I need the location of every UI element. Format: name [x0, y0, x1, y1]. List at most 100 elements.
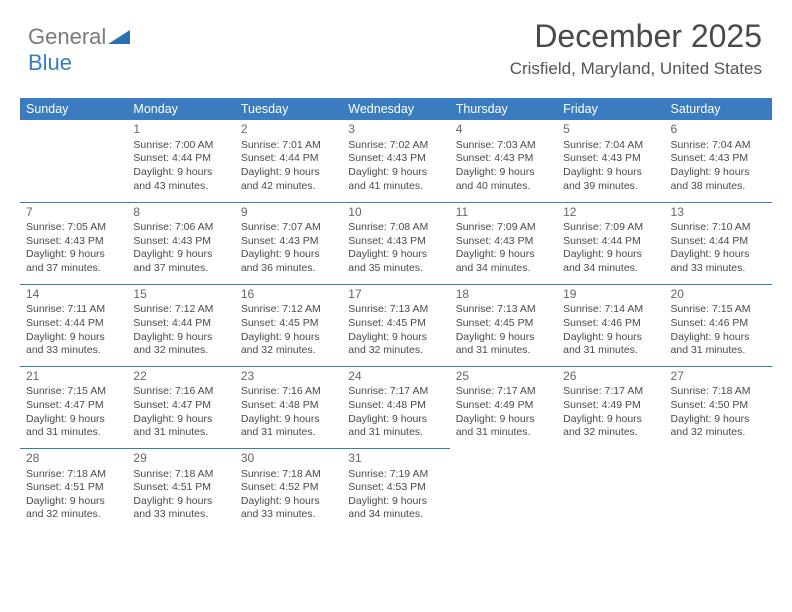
day-number: 3	[348, 122, 443, 138]
calendar-cell: 19Sunrise: 7:14 AMSunset: 4:46 PMDayligh…	[557, 284, 664, 366]
calendar-cell: 7Sunrise: 7:05 AMSunset: 4:43 PMDaylight…	[20, 202, 127, 284]
daylight: Daylight: 9 hours and 33 minutes.	[26, 331, 121, 358]
daylight: Daylight: 9 hours and 31 minutes.	[133, 413, 228, 440]
calendar-cell: 6Sunrise: 7:04 AMSunset: 4:43 PMDaylight…	[665, 120, 772, 202]
day-number: 24	[348, 369, 443, 385]
daylight: Daylight: 9 hours and 37 minutes.	[133, 248, 228, 275]
calendar-cell	[450, 448, 557, 530]
calendar-row: 7Sunrise: 7:05 AMSunset: 4:43 PMDaylight…	[20, 202, 772, 284]
daylight: Daylight: 9 hours and 31 minutes.	[348, 413, 443, 440]
daylight: Daylight: 9 hours and 32 minutes.	[348, 331, 443, 358]
day-info: Sunrise: 7:16 AMSunset: 4:48 PMDaylight:…	[241, 385, 336, 440]
sunset: Sunset: 4:51 PM	[26, 481, 121, 495]
calendar-cell: 30Sunrise: 7:18 AMSunset: 4:52 PMDayligh…	[235, 448, 342, 530]
calendar-cell: 28Sunrise: 7:18 AMSunset: 4:51 PMDayligh…	[20, 448, 127, 530]
daylight: Daylight: 9 hours and 33 minutes.	[671, 248, 766, 275]
day-number: 12	[563, 205, 658, 221]
sunset: Sunset: 4:48 PM	[348, 399, 443, 413]
sunrise: Sunrise: 7:06 AM	[133, 221, 228, 235]
day-number: 29	[133, 451, 228, 467]
title-block: December 2025 Crisfield, Maryland, Unite…	[510, 18, 762, 79]
sunrise: Sunrise: 7:13 AM	[456, 303, 551, 317]
day-number: 15	[133, 287, 228, 303]
calendar-cell: 17Sunrise: 7:13 AMSunset: 4:45 PMDayligh…	[342, 284, 449, 366]
day-header: Friday	[557, 98, 664, 120]
day-header: Monday	[127, 98, 234, 120]
day-info: Sunrise: 7:12 AMSunset: 4:45 PMDaylight:…	[241, 303, 336, 358]
sunrise: Sunrise: 7:12 AM	[133, 303, 228, 317]
day-number: 19	[563, 287, 658, 303]
day-number: 16	[241, 287, 336, 303]
sunset: Sunset: 4:44 PM	[563, 235, 658, 249]
sunset: Sunset: 4:43 PM	[133, 235, 228, 249]
daylight: Daylight: 9 hours and 31 minutes.	[456, 331, 551, 358]
sunset: Sunset: 4:50 PM	[671, 399, 766, 413]
calendar-cell: 2Sunrise: 7:01 AMSunset: 4:44 PMDaylight…	[235, 120, 342, 202]
day-number: 6	[671, 122, 766, 138]
day-info: Sunrise: 7:18 AMSunset: 4:51 PMDaylight:…	[26, 468, 121, 523]
daylight: Daylight: 9 hours and 43 minutes.	[133, 166, 228, 193]
daylight: Daylight: 9 hours and 36 minutes.	[241, 248, 336, 275]
daylight: Daylight: 9 hours and 32 minutes.	[133, 331, 228, 358]
sunset: Sunset: 4:46 PM	[563, 317, 658, 331]
day-info: Sunrise: 7:18 AMSunset: 4:51 PMDaylight:…	[133, 468, 228, 523]
daylight: Daylight: 9 hours and 31 minutes.	[563, 331, 658, 358]
daylight: Daylight: 9 hours and 39 minutes.	[563, 166, 658, 193]
calendar-body: 1Sunrise: 7:00 AMSunset: 4:44 PMDaylight…	[20, 120, 772, 530]
calendar-cell: 29Sunrise: 7:18 AMSunset: 4:51 PMDayligh…	[127, 448, 234, 530]
sunset: Sunset: 4:43 PM	[26, 235, 121, 249]
day-info: Sunrise: 7:05 AMSunset: 4:43 PMDaylight:…	[26, 221, 121, 276]
day-info: Sunrise: 7:09 AMSunset: 4:43 PMDaylight:…	[456, 221, 551, 276]
day-info: Sunrise: 7:15 AMSunset: 4:47 PMDaylight:…	[26, 385, 121, 440]
day-info: Sunrise: 7:01 AMSunset: 4:44 PMDaylight:…	[241, 139, 336, 194]
logo: GeneralBlue	[28, 24, 130, 76]
sunset: Sunset: 4:48 PM	[241, 399, 336, 413]
sunrise: Sunrise: 7:04 AM	[563, 139, 658, 153]
day-number: 18	[456, 287, 551, 303]
calendar-row: 21Sunrise: 7:15 AMSunset: 4:47 PMDayligh…	[20, 366, 772, 448]
calendar-cell: 15Sunrise: 7:12 AMSunset: 4:44 PMDayligh…	[127, 284, 234, 366]
day-info: Sunrise: 7:14 AMSunset: 4:46 PMDaylight:…	[563, 303, 658, 358]
day-number: 30	[241, 451, 336, 467]
sunrise: Sunrise: 7:09 AM	[563, 221, 658, 235]
day-number: 28	[26, 451, 121, 467]
sunset: Sunset: 4:47 PM	[26, 399, 121, 413]
day-number: 27	[671, 369, 766, 385]
day-info: Sunrise: 7:17 AMSunset: 4:49 PMDaylight:…	[563, 385, 658, 440]
daylight: Daylight: 9 hours and 31 minutes.	[671, 331, 766, 358]
calendar-cell: 10Sunrise: 7:08 AMSunset: 4:43 PMDayligh…	[342, 202, 449, 284]
sunrise: Sunrise: 7:17 AM	[563, 385, 658, 399]
day-number: 8	[133, 205, 228, 221]
day-info: Sunrise: 7:15 AMSunset: 4:46 PMDaylight:…	[671, 303, 766, 358]
sunrise: Sunrise: 7:17 AM	[348, 385, 443, 399]
sunrise: Sunrise: 7:00 AM	[133, 139, 228, 153]
calendar-row: 14Sunrise: 7:11 AMSunset: 4:44 PMDayligh…	[20, 284, 772, 366]
sunrise: Sunrise: 7:07 AM	[241, 221, 336, 235]
sunset: Sunset: 4:44 PM	[26, 317, 121, 331]
sunrise: Sunrise: 7:18 AM	[241, 468, 336, 482]
sunset: Sunset: 4:44 PM	[133, 152, 228, 166]
day-info: Sunrise: 7:03 AMSunset: 4:43 PMDaylight:…	[456, 139, 551, 194]
sunrise: Sunrise: 7:04 AM	[671, 139, 766, 153]
logo-text-blue: Blue	[28, 50, 72, 75]
day-info: Sunrise: 7:18 AMSunset: 4:52 PMDaylight:…	[241, 468, 336, 523]
day-number: 4	[456, 122, 551, 138]
calendar-cell: 16Sunrise: 7:12 AMSunset: 4:45 PMDayligh…	[235, 284, 342, 366]
daylight: Daylight: 9 hours and 40 minutes.	[456, 166, 551, 193]
sunrise: Sunrise: 7:08 AM	[348, 221, 443, 235]
sunset: Sunset: 4:49 PM	[456, 399, 551, 413]
sunset: Sunset: 4:43 PM	[671, 152, 766, 166]
day-info: Sunrise: 7:02 AMSunset: 4:43 PMDaylight:…	[348, 139, 443, 194]
day-info: Sunrise: 7:19 AMSunset: 4:53 PMDaylight:…	[348, 468, 443, 523]
calendar-header-row: SundayMondayTuesdayWednesdayThursdayFrid…	[20, 98, 772, 120]
sunset: Sunset: 4:45 PM	[241, 317, 336, 331]
calendar-cell	[557, 448, 664, 530]
sunset: Sunset: 4:44 PM	[133, 317, 228, 331]
day-info: Sunrise: 7:08 AMSunset: 4:43 PMDaylight:…	[348, 221, 443, 276]
day-number: 10	[348, 205, 443, 221]
sunrise: Sunrise: 7:10 AM	[671, 221, 766, 235]
day-info: Sunrise: 7:11 AMSunset: 4:44 PMDaylight:…	[26, 303, 121, 358]
daylight: Daylight: 9 hours and 32 minutes.	[671, 413, 766, 440]
day-number: 1	[133, 122, 228, 138]
calendar-cell: 21Sunrise: 7:15 AMSunset: 4:47 PMDayligh…	[20, 366, 127, 448]
